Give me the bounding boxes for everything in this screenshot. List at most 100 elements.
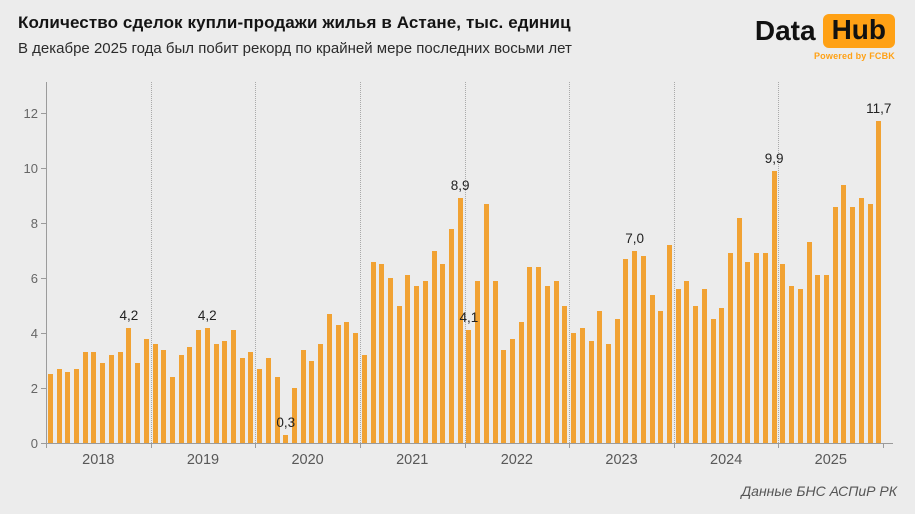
year-label: 2021 xyxy=(396,452,429,468)
bar xyxy=(588,341,594,443)
bar xyxy=(65,371,71,443)
bar xyxy=(440,264,446,443)
bar-value-annotation: 4,1 xyxy=(459,310,479,326)
bar xyxy=(815,275,821,443)
bar xyxy=(204,327,210,443)
y-axis-tick xyxy=(41,443,46,444)
bar xyxy=(100,363,106,443)
bar xyxy=(300,349,306,443)
bar xyxy=(457,198,463,443)
bar xyxy=(710,319,716,443)
bar xyxy=(483,203,489,443)
bar xyxy=(614,319,620,443)
bar xyxy=(475,280,481,443)
bar xyxy=(135,363,141,443)
year-label: 2024 xyxy=(710,452,743,468)
bar xyxy=(701,289,707,443)
bar xyxy=(422,280,428,443)
x-axis-tick xyxy=(46,444,47,448)
datahub-logo: Data Hub Powered by FCBK xyxy=(755,14,895,61)
bar xyxy=(771,170,777,443)
x-axis xyxy=(46,443,893,444)
bar-value-annotation: 0,3 xyxy=(276,414,296,430)
bar xyxy=(632,250,638,443)
bar xyxy=(789,286,795,443)
bar xyxy=(387,278,393,443)
x-axis-tick xyxy=(883,444,885,448)
bar-value-annotation: 9,9 xyxy=(764,150,784,166)
bar xyxy=(536,267,542,443)
bar xyxy=(806,242,812,443)
bar xyxy=(335,324,341,443)
bar xyxy=(754,253,760,443)
y-axis-tick xyxy=(41,278,46,279)
x-axis-tick xyxy=(673,444,675,448)
bar xyxy=(797,289,803,443)
bar xyxy=(623,258,629,443)
bar xyxy=(318,344,324,443)
page-title: Количество сделок купли-продажи жилья в … xyxy=(18,13,571,32)
bar xyxy=(501,349,507,443)
bar xyxy=(370,261,376,443)
x-axis-tick xyxy=(359,444,361,448)
source-note: Данные БНС АСПиР РК xyxy=(741,483,897,499)
y-axis-tick xyxy=(41,168,46,169)
x-axis-tick xyxy=(778,444,780,448)
x-axis-tick xyxy=(464,444,466,448)
year-separator xyxy=(150,82,153,443)
bar xyxy=(379,264,385,443)
bar xyxy=(780,264,786,443)
bar xyxy=(745,261,751,443)
year-label: 2020 xyxy=(291,452,324,468)
bar xyxy=(257,368,263,443)
bar xyxy=(736,217,742,443)
y-tick-label: 4 xyxy=(30,326,38,341)
bar xyxy=(47,374,53,443)
year-separator xyxy=(464,82,467,443)
bar xyxy=(640,256,646,443)
x-axis-tick xyxy=(255,444,257,448)
x-axis-tick xyxy=(569,444,571,448)
bar xyxy=(850,206,856,443)
page-subtitle: В декабре 2025 года был побит рекорд по … xyxy=(18,40,572,57)
bar xyxy=(675,289,681,443)
y-axis-tick xyxy=(41,223,46,224)
bar xyxy=(684,280,690,443)
bar-value-annotation: 8,9 xyxy=(450,178,470,194)
bar xyxy=(265,357,271,443)
year-separator xyxy=(359,82,362,443)
bar xyxy=(728,253,734,443)
bar xyxy=(361,355,367,443)
year-label: 2025 xyxy=(814,452,847,468)
bar xyxy=(91,352,97,443)
bar xyxy=(876,121,882,443)
bar-value-annotation: 4,2 xyxy=(197,307,217,323)
bar xyxy=(562,305,568,443)
y-tick-label: 6 xyxy=(30,271,38,286)
bar xyxy=(143,338,149,443)
bar xyxy=(649,294,655,443)
x-axis-tick xyxy=(150,444,152,448)
bar xyxy=(414,286,420,443)
bar xyxy=(56,368,62,443)
bar xyxy=(553,280,559,443)
bar xyxy=(187,346,193,443)
bar-value-annotation: 4,2 xyxy=(119,307,139,323)
y-axis-tick xyxy=(41,333,46,334)
bar xyxy=(196,330,202,443)
y-axis xyxy=(46,82,47,444)
bar xyxy=(309,360,315,443)
bar xyxy=(762,253,768,443)
y-axis-tick xyxy=(41,113,46,114)
y-tick-label: 12 xyxy=(23,106,38,121)
bar xyxy=(597,311,603,443)
bar xyxy=(169,377,175,443)
bar xyxy=(431,250,437,443)
bar xyxy=(248,352,254,443)
year-label: 2018 xyxy=(82,452,115,468)
logo-hub-badge: Hub xyxy=(822,14,895,48)
bar xyxy=(326,313,332,443)
year-separator xyxy=(778,82,780,443)
bar xyxy=(527,267,533,443)
